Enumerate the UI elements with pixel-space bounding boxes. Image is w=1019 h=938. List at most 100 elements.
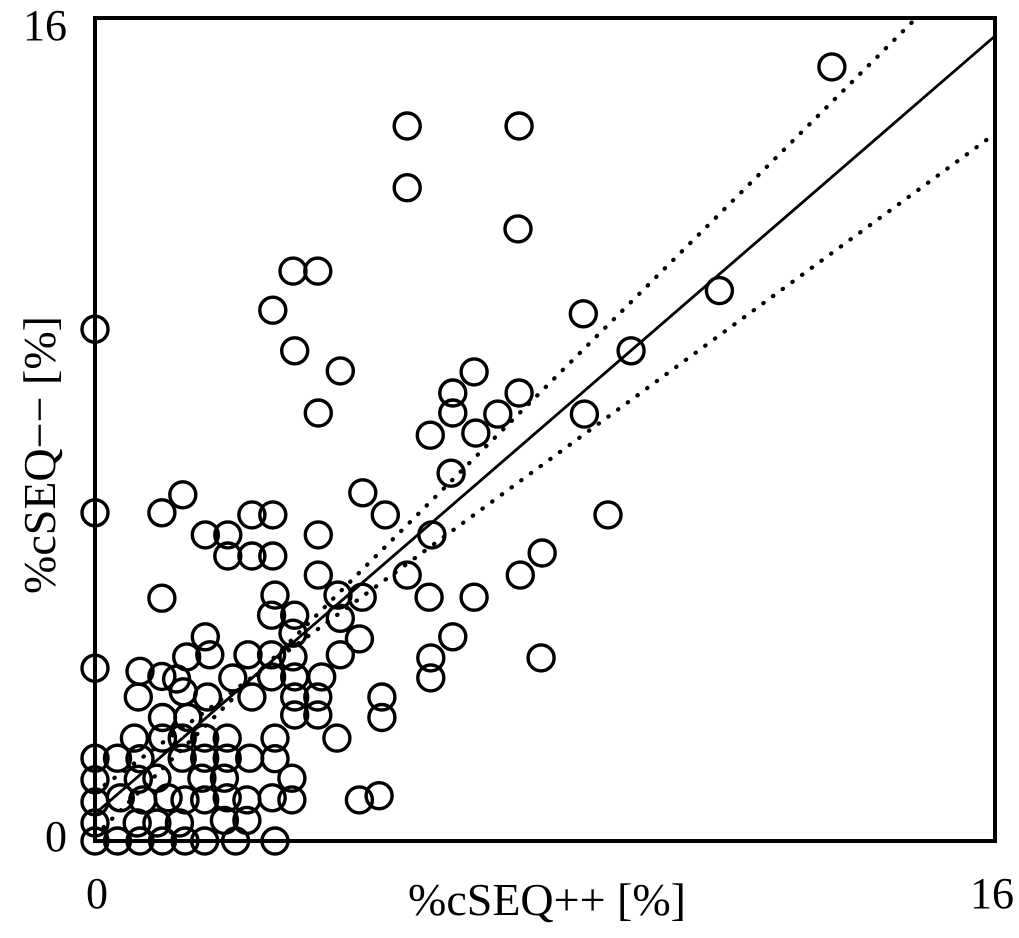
data-point-marker: [260, 826, 290, 856]
data-point-marker: [142, 808, 172, 838]
data-point-marker: [147, 826, 178, 856]
data-point-marker: [256, 662, 287, 692]
data-point-marker: [278, 618, 308, 648]
data-point-marker: [125, 744, 155, 774]
data-point-marker: [257, 783, 287, 813]
data-point-marker: [260, 723, 290, 753]
data-point-marker: [147, 498, 177, 528]
y-axis-tick-min: 0: [45, 812, 67, 861]
data-point-marker: [171, 642, 202, 672]
x-axis-tick-max: 16: [970, 869, 1014, 918]
data-point-marker: [503, 214, 533, 244]
data-point-marker: [459, 357, 489, 387]
data-point-marker: [461, 418, 491, 448]
data-point-marker: [303, 560, 333, 590]
data-point-marker: [258, 541, 288, 571]
data-point-marker: [438, 378, 468, 408]
data-point-marker: [189, 826, 220, 856]
data-point-marker: [280, 600, 310, 630]
data-point-marker: [817, 52, 847, 82]
data-point-marker: [392, 560, 422, 590]
data-point-marker: [307, 662, 337, 692]
data-point-marker: [80, 826, 110, 856]
data-point-marker: [258, 295, 288, 325]
data-point-marker: [187, 763, 217, 793]
data-point-marker: [278, 256, 308, 286]
data-point-marker: [232, 805, 262, 836]
data-point-marker: [195, 640, 225, 670]
data-point-marker: [237, 682, 267, 712]
data-point-marker: [256, 600, 287, 630]
data-point-marker: [189, 723, 220, 753]
data-point-marker: [527, 538, 557, 568]
data-point-marker: [212, 743, 242, 773]
data-point-marker: [260, 744, 290, 774]
data-point-marker: [190, 622, 221, 652]
data-point-marker: [303, 682, 333, 712]
data-point-marker: [416, 663, 446, 693]
plot-frame: [93, 16, 997, 843]
data-point-marker: [209, 763, 240, 793]
data-point-marker: [237, 541, 267, 571]
x-axis-title: %cSEQ++ [%]: [408, 874, 686, 925]
data-point-marker: [237, 500, 267, 530]
data-point-marker: [80, 743, 110, 773]
data-point-marker: [593, 500, 623, 530]
data-point-marker: [80, 498, 110, 528]
data-point-marker: [569, 399, 600, 429]
data-point-marker: [170, 785, 200, 815]
data-point-marker: [325, 640, 355, 670]
data-point-marker: [213, 541, 243, 571]
x-axis-tick-min: 0: [86, 869, 108, 918]
data-point-marker: [233, 640, 263, 670]
data-point-marker: [189, 785, 220, 815]
data-point-marker: [168, 480, 198, 510]
data-point-marker: [147, 583, 177, 613]
data-point-marker: [568, 299, 598, 329]
data-point-marker: [147, 661, 177, 692]
data-point-marker: [278, 642, 308, 672]
lower-confidence-line: [92, 131, 998, 795]
data-point-marker: [119, 723, 150, 753]
trend-lines-layer: [92, 15, 998, 838]
data-point-marker: [459, 582, 489, 612]
data-point-marker: [209, 805, 240, 836]
data-point-marker: [344, 624, 375, 654]
data-point-marker: [436, 458, 466, 488]
data-point-marker: [123, 764, 154, 794]
data-point-marker: [504, 111, 534, 141]
data-point-marker: [505, 560, 535, 590]
data-point-marker: [192, 682, 223, 712]
data-point-marker: [213, 520, 243, 550]
data-point-marker: [438, 622, 468, 652]
data-point-marker: [364, 781, 394, 811]
data-point-marker: [392, 111, 422, 141]
data-point-marker: [504, 378, 534, 408]
data-point-marker: [102, 826, 133, 856]
data-point-marker: [347, 582, 377, 612]
data-point-marker: [280, 336, 310, 366]
data-point-marker: [102, 743, 133, 773]
data-point-marker: [167, 743, 197, 773]
data-point-marker: [123, 682, 154, 712]
data-point-marker: [415, 420, 445, 450]
data-point-marker: [303, 256, 333, 286]
data-point-marker: [105, 783, 136, 813]
data-point-marker: [80, 653, 110, 683]
data-point-marker: [167, 723, 197, 753]
data-point-marker: [170, 826, 200, 856]
data-point-marker: [80, 808, 110, 838]
data-points-layer: [80, 52, 847, 856]
regression-line: [94, 34, 996, 815]
data-point-marker: [260, 580, 290, 610]
data-point-marker: [125, 826, 155, 856]
data-point-marker: [416, 643, 446, 673]
data-point-marker: [348, 478, 378, 508]
data-point-marker: [370, 500, 400, 530]
data-point-marker: [256, 640, 287, 670]
data-point-marker: [704, 275, 735, 306]
data-point-marker: [218, 663, 248, 693]
data-point-marker: [125, 656, 155, 686]
data-point-marker: [258, 500, 288, 530]
